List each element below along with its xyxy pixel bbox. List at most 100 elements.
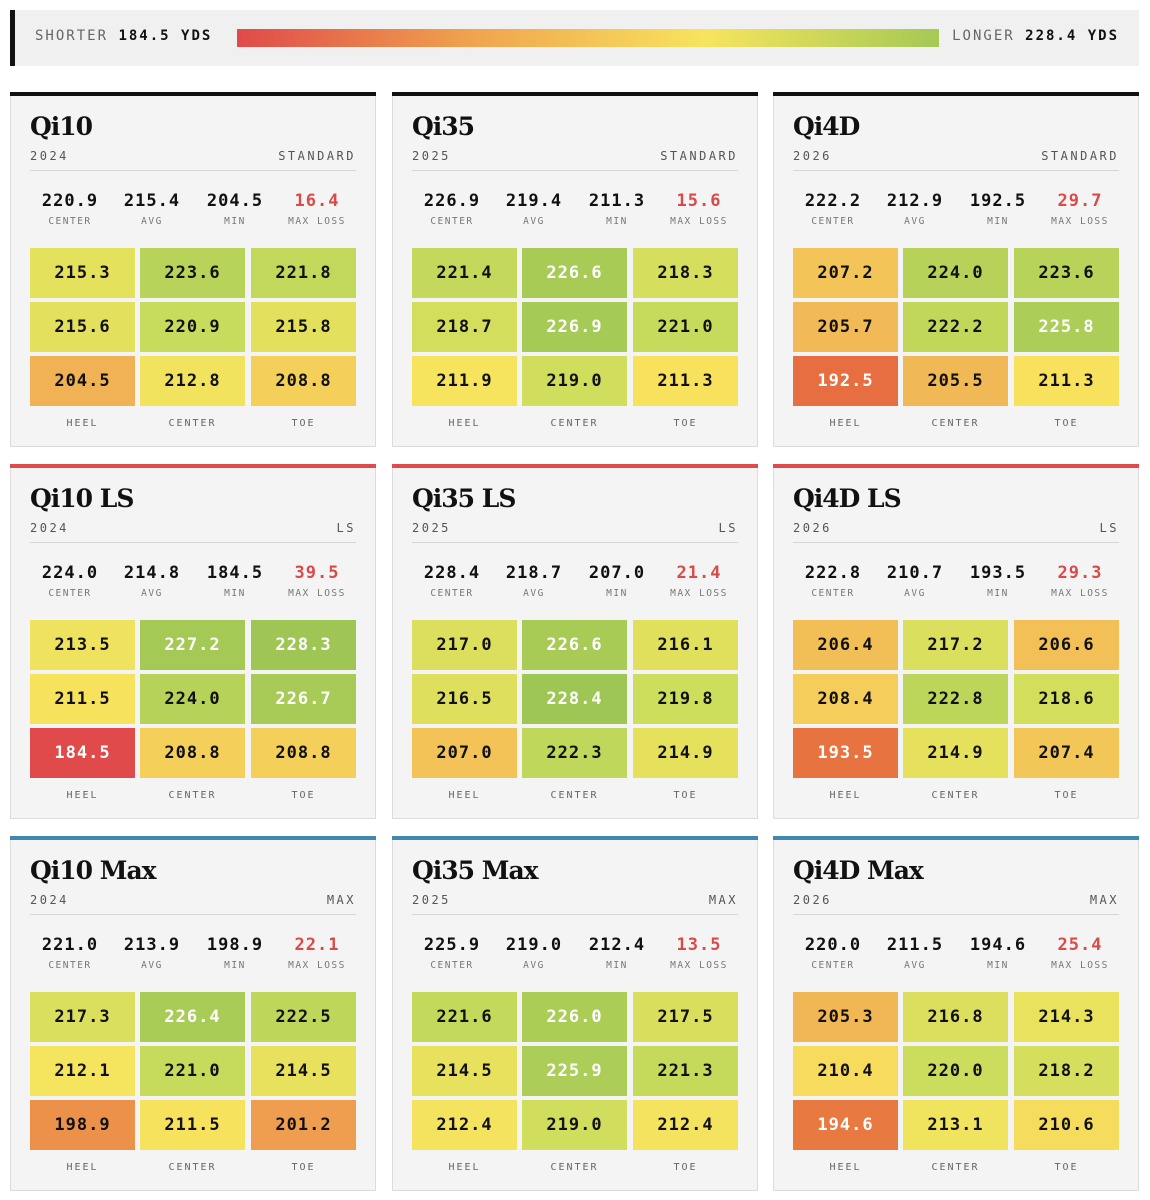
heatmap-cell: 219.0 <box>522 1100 627 1150</box>
stat-value: 221.0 <box>41 935 99 955</box>
stat-center: 220.0 CENTER <box>792 935 874 971</box>
heatmap-cell: 211.9 <box>412 356 517 406</box>
heatmap-cell: 223.6 <box>1014 248 1119 298</box>
heatmap-cell: 215.8 <box>251 302 356 352</box>
stat-value: 210.7 <box>886 563 944 583</box>
card-divider <box>412 170 738 171</box>
card-qi10-ls: Qi10 LS 2024 LS 224.0 CENTER 214.8 AVG 184.5 MIN… <box>10 464 376 819</box>
card-variant: LS <box>336 521 356 535</box>
heatmap-cell: 218.2 <box>1014 1046 1119 1096</box>
stat-min: 184.5 MIN <box>194 563 276 599</box>
heatmap-cell: 214.5 <box>412 1046 517 1096</box>
card-year: 2025 <box>412 893 451 907</box>
stat-label: AVG <box>141 960 163 971</box>
card-title: Qi4D Max <box>793 856 924 885</box>
heatmap-cell: 215.3 <box>30 248 135 298</box>
card-title: Qi10 LS <box>30 484 134 513</box>
card-qi35-ls: Qi35 LS 2025 LS 228.4 CENTER 218.7 AVG 207.0 MIN… <box>392 464 758 819</box>
card-variant: STANDARD <box>278 149 356 163</box>
heatmap-cell: 222.3 <box>522 728 627 778</box>
stat-value: 213.9 <box>123 935 181 955</box>
column-label-heel: HEEL <box>448 418 481 429</box>
column-label-toe: TOE <box>1054 790 1079 801</box>
stat-value: 39.5 <box>294 563 340 583</box>
stat-label: MAX LOSS <box>1051 960 1109 971</box>
column-label-toe: TOE <box>673 1162 698 1173</box>
stat-label: CENTER <box>48 960 92 971</box>
stat-label: MIN <box>987 216 1009 227</box>
card-variant: LS <box>1099 521 1119 535</box>
heatmap-grid: 207.2 224.0 223.6 205.7 222.2 225.8 192.5 205.5… <box>793 248 1120 411</box>
column-label-heel: HEEL <box>448 790 481 801</box>
card-divider <box>412 914 738 915</box>
heatmap-cell: 225.9 <box>522 1046 627 1096</box>
heatmap-cell: 226.7 <box>251 674 356 724</box>
stat-value: 220.0 <box>804 935 862 955</box>
stat-max-loss: 29.7 MAX LOSS <box>1039 191 1121 227</box>
heatmap-cell: 220.9 <box>140 302 245 352</box>
heatmap-cell: 194.6 <box>793 1100 898 1150</box>
legend-longer-value: 228.4 YDS <box>1025 28 1119 44</box>
heatmap-cell: 226.4 <box>140 992 245 1042</box>
stat-value: 16.4 <box>294 191 340 211</box>
heatmap-cell: 226.6 <box>522 248 627 298</box>
card-category-bar <box>392 92 758 96</box>
heatmap-cell: 184.5 <box>30 728 135 778</box>
stat-min: 211.3 MIN <box>576 191 658 227</box>
column-label-heel: HEEL <box>829 418 862 429</box>
legend-shorter: SHORTER 184.5 YDS <box>35 28 212 44</box>
stat-min: 198.9 MIN <box>194 935 276 971</box>
stat-value: 211.5 <box>886 935 944 955</box>
stat-label: MIN <box>606 588 628 599</box>
stat-value: 193.5 <box>969 563 1027 583</box>
heatmap-cell: 228.4 <box>522 674 627 724</box>
heatmap-grid: 221.4 226.6 218.3 218.7 226.9 221.0 211.9 219.0… <box>412 248 739 411</box>
card-year: 2026 <box>793 149 832 163</box>
stat-label: MAX LOSS <box>1051 216 1109 227</box>
column-label-center: CENTER <box>550 418 599 429</box>
heatmap-grid: 205.3 216.8 214.3 210.4 220.0 218.2 194.6 213.1… <box>793 992 1120 1155</box>
card-divider <box>30 914 356 915</box>
heatmap-cell: 212.4 <box>633 1100 738 1150</box>
stat-avg: 210.7 AVG <box>874 563 956 599</box>
stat-label: AVG <box>904 588 926 599</box>
stat-value: 225.9 <box>423 935 481 955</box>
card-qi35: Qi35 2025 STANDARD 226.9 CENTER 219.4 AVG 211.3… <box>392 92 758 447</box>
heatmap-cell: 205.5 <box>903 356 1008 406</box>
stat-label: AVG <box>904 960 926 971</box>
stat-value: 214.8 <box>123 563 181 583</box>
stat-label: MAX LOSS <box>288 216 346 227</box>
legend-longer: LONGER 228.4 YDS <box>952 28 1119 44</box>
heatmap-cell: 212.1 <box>30 1046 135 1096</box>
heatmap-cell: 208.8 <box>251 728 356 778</box>
heatmap-cell: 222.5 <box>251 992 356 1042</box>
stat-label: CENTER <box>430 960 474 971</box>
column-label-heel: HEEL <box>448 1162 481 1173</box>
stat-center: 222.2 CENTER <box>792 191 874 227</box>
heatmap-cell: 221.8 <box>251 248 356 298</box>
stat-value: 222.2 <box>804 191 862 211</box>
distance-legend: SHORTER 184.5 YDS LONGER 228.4 YDS <box>10 10 1139 66</box>
heatmap-cell: 214.9 <box>633 728 738 778</box>
heatmap-cell: 220.0 <box>903 1046 1008 1096</box>
heatmap-cell: 213.5 <box>30 620 135 670</box>
stat-value: 207.0 <box>588 563 646 583</box>
stat-avg: 213.9 AVG <box>111 935 193 971</box>
stat-value: 212.4 <box>588 935 646 955</box>
heatmap-cell: 221.3 <box>633 1046 738 1096</box>
stat-label: MAX LOSS <box>670 960 728 971</box>
stat-avg: 219.0 AVG <box>493 935 575 971</box>
heatmap-grid: 213.5 227.2 228.3 211.5 224.0 226.7 184.5 208.8… <box>30 620 357 783</box>
heatmap-cell: 216.5 <box>412 674 517 724</box>
heatmap-cell: 217.0 <box>412 620 517 670</box>
column-label-heel: HEEL <box>66 1162 99 1173</box>
stat-max-loss: 16.4 MAX LOSS <box>276 191 358 227</box>
stat-label: MAX LOSS <box>288 960 346 971</box>
stat-value: 220.9 <box>41 191 99 211</box>
stat-avg: 212.9 AVG <box>874 191 956 227</box>
card-title: Qi35 LS <box>412 484 516 513</box>
stat-label: AVG <box>904 216 926 227</box>
stat-avg: 219.4 AVG <box>493 191 575 227</box>
stat-label: AVG <box>141 588 163 599</box>
stat-min: 192.5 MIN <box>957 191 1039 227</box>
